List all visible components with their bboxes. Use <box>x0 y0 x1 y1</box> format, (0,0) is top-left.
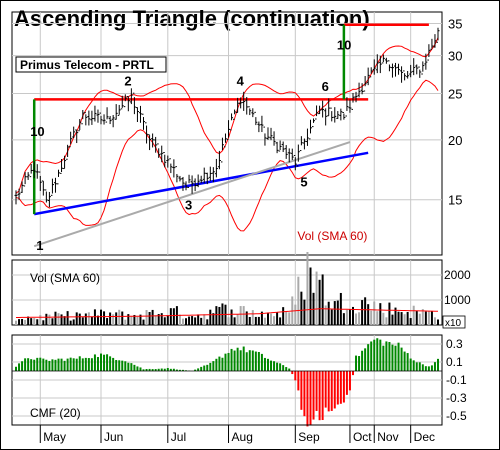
pattern-annotation: 5 <box>300 174 307 189</box>
volume-unit-label: x10 <box>445 318 462 329</box>
volume-panel <box>11 259 443 326</box>
legend-text: Primus Telecom - PRTL <box>20 58 154 72</box>
bollinger-label: Vol (SMA 60) <box>297 229 367 243</box>
volume-sma-line <box>16 308 439 318</box>
pattern-annotation: 1 <box>36 238 43 253</box>
price-tick-label: 35 <box>448 17 462 32</box>
cmf-tick-label: 0.1 <box>446 355 463 369</box>
month-label: Aug <box>232 430 253 444</box>
pattern-annotation: 4 <box>237 73 245 88</box>
volume-tick-label: 2000 <box>444 268 471 282</box>
trendline-gray-support <box>33 141 351 248</box>
cmf-label: CMF (20) <box>30 406 81 420</box>
month-label: Jun <box>104 430 123 444</box>
volume-unit-box <box>442 315 466 329</box>
cmf-tick-label: -0.3 <box>446 391 467 405</box>
price-tick-label: 20 <box>448 133 462 148</box>
pattern-annotation: 10 <box>30 124 44 139</box>
month-label: Nov <box>377 430 398 444</box>
price-tick-label: 30 <box>448 49 462 64</box>
volume-label: Vol (SMA 60) <box>30 271 100 285</box>
cmf-tick-label: 0.3 <box>446 337 463 351</box>
month-label: Jul <box>171 430 186 444</box>
volume-tick-label: 1000 <box>444 293 471 307</box>
cmf-tick-label: -0.1 <box>446 373 467 387</box>
pattern-annotation: 10 <box>337 37 351 52</box>
bollinger-lower <box>15 79 439 232</box>
month-label: Dec <box>414 430 435 444</box>
trendline-support <box>33 151 369 216</box>
chart-title: Ascending Triangle (continuation) <box>14 6 370 31</box>
month-label: Oct <box>353 430 372 444</box>
price-tick-label: 25 <box>448 87 462 102</box>
pattern-annotation: 3 <box>185 197 192 212</box>
month-label: May <box>43 430 66 444</box>
month-label: Sep <box>298 430 320 444</box>
pattern-annotation: 6 <box>322 79 329 94</box>
price-tick-label: 15 <box>448 193 462 208</box>
legend-box <box>15 56 167 73</box>
cmf-tick-label: -0.5 <box>446 409 467 423</box>
price-panel <box>11 11 443 256</box>
pattern-annotation: 2 <box>124 73 131 88</box>
